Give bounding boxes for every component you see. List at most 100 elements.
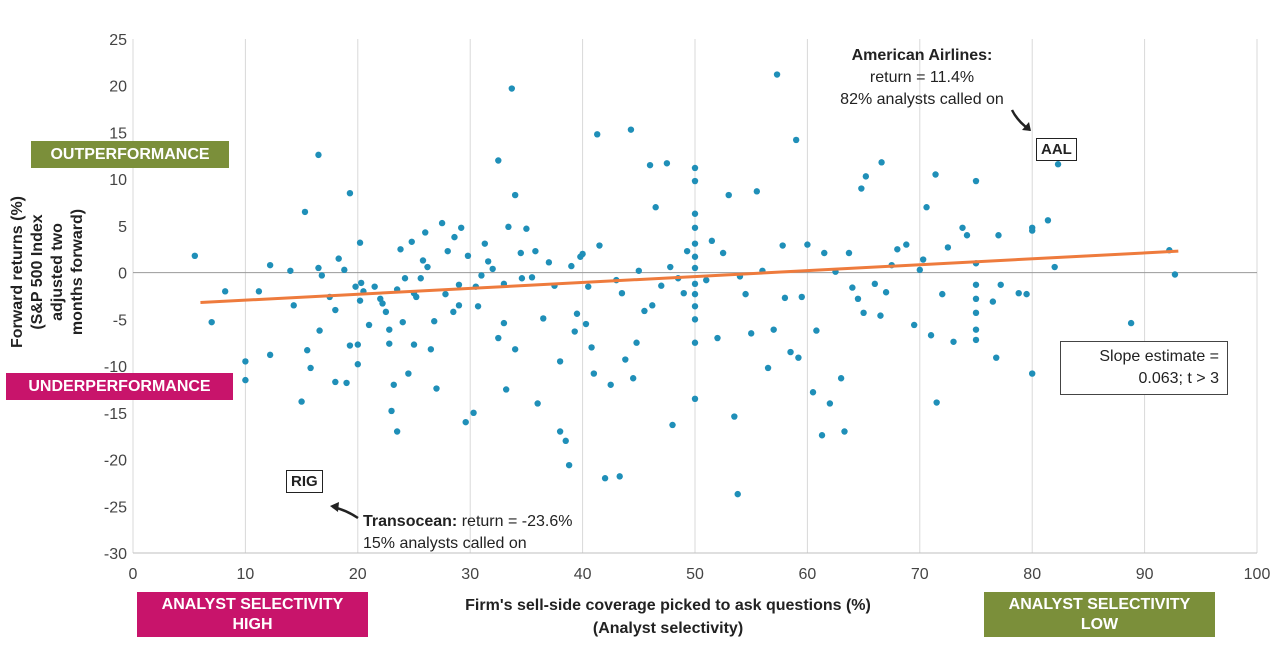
slope-estimate-line1: Slope estimate =	[1099, 348, 1219, 365]
scatter-point	[691, 240, 699, 247]
scatter-point	[972, 177, 980, 185]
scatter-point	[779, 242, 786, 249]
scatter-point	[528, 274, 536, 281]
scatter-point	[422, 229, 429, 236]
x-tick-label: 90	[1136, 566, 1154, 583]
scatter-point	[691, 210, 699, 217]
scatter-point	[464, 252, 472, 260]
scatter-point	[540, 315, 547, 322]
y-tick-label: -15	[104, 406, 127, 423]
scatter-point	[601, 475, 609, 482]
x-tick-label: 20	[349, 566, 367, 583]
scatter-point	[663, 160, 671, 167]
scatter-point	[255, 288, 263, 295]
y-tick-label: 10	[109, 172, 127, 189]
scatter-point	[622, 356, 629, 363]
x-tick-labels: 0 10 20 30 40 50 60 70 80 90 100	[129, 566, 1271, 583]
scatter-point	[511, 346, 519, 353]
scatter-point	[266, 351, 274, 359]
scatter-point	[450, 308, 457, 316]
scatter-point	[691, 303, 699, 310]
scatter-point	[346, 190, 354, 197]
scatter-point	[534, 400, 541, 407]
scatter-point	[489, 265, 496, 273]
scatter-point	[315, 151, 322, 159]
scatter-point	[357, 279, 365, 287]
scatter-point	[341, 266, 348, 274]
scatter-point	[571, 328, 578, 335]
scatter-point	[388, 407, 395, 415]
selectivity-high-label: ANALYST SELECTIVITY HIGH	[137, 592, 368, 637]
x-tick-label: 60	[799, 566, 817, 583]
scatter-point	[379, 300, 386, 307]
scatter-point	[298, 398, 305, 405]
scatter-point	[878, 159, 885, 166]
scatter-point	[1023, 290, 1030, 298]
scatter-point	[691, 316, 699, 323]
aal-annotation-coverage: 82% analysts called on	[840, 91, 1004, 108]
underperformance-text: UNDERPERFORMANCE	[28, 378, 211, 395]
scatter-point	[365, 321, 373, 329]
scatter-point	[658, 282, 665, 289]
scatter-point	[841, 428, 848, 435]
scatter-point	[719, 249, 727, 257]
scatter-point	[669, 421, 676, 429]
scatter-point	[993, 354, 1000, 361]
scatter-point	[431, 318, 438, 325]
scatter-point	[596, 242, 603, 249]
y-tick-labels: 25 20 15 10 5 0 -5 -10 -15 -20 -25 -30	[104, 32, 127, 563]
scatter-point	[932, 171, 939, 178]
scatter-point	[505, 223, 512, 231]
scatter-point	[315, 264, 322, 272]
y-tick-label: -20	[104, 453, 127, 470]
scatter-point	[316, 327, 323, 334]
scatter-point	[837, 375, 845, 382]
scatter-point	[590, 370, 598, 377]
scatter-point	[438, 219, 446, 227]
underperformance-label: UNDERPERFORMANCE	[6, 373, 233, 400]
scatter-point	[849, 284, 856, 291]
scatter-point	[585, 283, 592, 290]
aal-ticker-box: AAL	[1036, 138, 1077, 161]
scatter-point	[652, 204, 659, 211]
scatter-point	[413, 293, 420, 301]
scatter-point	[821, 249, 828, 257]
scatter-point	[565, 461, 573, 469]
scatter-point	[462, 418, 469, 426]
scatter-point	[950, 338, 957, 345]
scatter-point	[683, 247, 691, 255]
scatter-point	[582, 320, 590, 328]
rig-annotation-return: return = -23.6%	[457, 513, 572, 530]
scatter-point	[845, 249, 853, 257]
scatter-point	[556, 428, 564, 435]
scatter-point	[579, 250, 586, 258]
x-axis-title-line1: Firm's sell-side coverage picked to ask …	[465, 597, 871, 614]
scatter-point	[405, 370, 412, 377]
scatter-point	[442, 290, 449, 298]
scatter-point	[691, 164, 699, 172]
scatter-point	[649, 302, 656, 309]
scatter-point	[860, 309, 867, 317]
scatter-point	[939, 290, 946, 298]
scatter-point	[397, 246, 404, 253]
scatter-point	[484, 258, 492, 265]
scatter-point	[518, 275, 526, 282]
rig-annotation-title: Transocean:	[363, 513, 457, 530]
scatter-point	[916, 266, 923, 274]
scatter-point	[356, 297, 364, 304]
scatter-point	[419, 257, 427, 264]
x-tick-label: 0	[129, 566, 138, 583]
scatter-point	[502, 386, 510, 393]
scatter-point	[382, 308, 390, 316]
y-tick-label: 20	[109, 79, 127, 96]
scatter-point	[532, 247, 539, 255]
scatter-point	[813, 327, 820, 334]
scatter-point	[691, 264, 699, 272]
scatter-point	[862, 173, 870, 180]
x-tick-label: 10	[237, 566, 255, 583]
scatter-point	[882, 289, 890, 296]
scatter-point	[508, 85, 515, 92]
scatter-point	[703, 276, 710, 284]
scatter-point	[616, 473, 623, 480]
scatter-point	[433, 385, 440, 392]
